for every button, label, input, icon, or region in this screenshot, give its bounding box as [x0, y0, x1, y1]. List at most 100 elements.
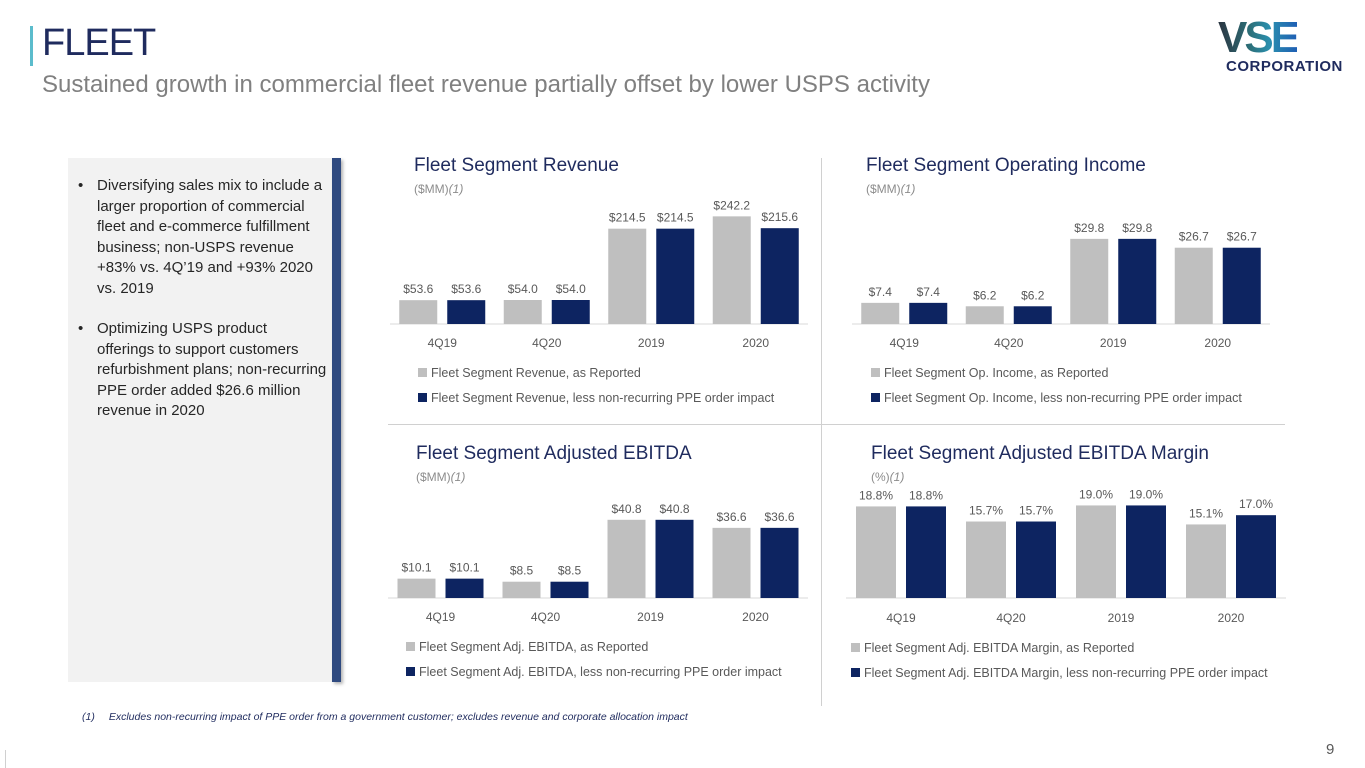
data-label: $7.4	[917, 285, 941, 299]
data-label: $214.5	[657, 211, 694, 225]
legend-swatch-adjusted	[406, 667, 415, 676]
data-label: $53.6	[451, 282, 481, 296]
category-label: 2019	[638, 336, 665, 350]
bar-adjusted	[445, 578, 484, 598]
highlights-list: • Diversifying sales mix to include a la…	[78, 176, 328, 442]
bar-reported	[965, 306, 1004, 324]
bullet-icon: •	[78, 177, 84, 194]
bar-reported	[966, 521, 1006, 598]
bar-adjusted	[1013, 306, 1052, 324]
chart-fleet-segment-adjusted-ebitda: Fleet Segment Adjusted EBITDA ($MM)(1) $…	[388, 443, 808, 693]
data-label: $7.4	[869, 285, 893, 299]
category-label: 2020	[742, 336, 769, 350]
horizontal-divider	[388, 424, 1285, 425]
data-label: $29.8	[1122, 221, 1152, 235]
legend-item-reported: Fleet Segment Adj. EBITDA, as Reported	[406, 634, 782, 659]
legend-swatch-adjusted	[851, 668, 860, 677]
legend-swatch-adjusted	[418, 393, 427, 402]
bar-reported	[1076, 505, 1116, 598]
data-label: $36.6	[764, 510, 794, 524]
data-label: $6.2	[1021, 288, 1045, 302]
bar-adjusted	[447, 300, 486, 324]
chart-unit: ($MM)(1)	[416, 470, 466, 484]
legend-swatch-reported	[851, 643, 860, 652]
data-label: $242.2	[713, 198, 750, 212]
chart-plot: $7.4 $7.4 4Q19 $6.2 $6.2 4Q20 $29.8 $29.8 2019 $2…	[852, 221, 1270, 350]
data-label: $10.1	[449, 561, 479, 575]
data-label: $36.6	[716, 510, 746, 524]
footnote-marker: (1)	[82, 711, 95, 723]
category-label: 4Q20	[532, 336, 562, 350]
legend-item-reported: Fleet Segment Op. Income, as Reported	[871, 360, 1242, 385]
legend-item-reported: Fleet Segment Adj. EBITDA Margin, as Rep…	[851, 635, 1268, 660]
bar-reported	[399, 300, 438, 324]
data-label: $6.2	[973, 288, 997, 302]
data-label: $54.0	[556, 282, 586, 296]
vse-corporation-logo: VSE CORPORATION	[1218, 16, 1342, 76]
category-label: 2019	[1100, 336, 1127, 350]
category-label: 2019	[1108, 611, 1135, 625]
title-accent-bar	[30, 26, 33, 66]
chart-title: Fleet Segment Adjusted EBITDA	[416, 443, 692, 464]
logo-subtext: CORPORATION	[1226, 58, 1343, 75]
bar-reported	[502, 581, 541, 598]
chart-unit: (%)(1)	[871, 470, 905, 484]
chart-title: Fleet Segment Operating Income	[866, 155, 1146, 176]
highlight-item: • Diversifying sales mix to include a la…	[78, 176, 328, 299]
bar-adjusted	[656, 228, 695, 324]
legend-item-adjusted: Fleet Segment Adj. EBITDA Margin, less n…	[851, 660, 1268, 685]
data-label: $10.1	[401, 561, 431, 575]
chart-title: Fleet Segment Revenue	[414, 155, 619, 176]
legend-item-adjusted: Fleet Segment Op. Income, less non-recur…	[871, 385, 1242, 410]
legend-swatch-reported	[406, 642, 415, 651]
chart-plot: $10.1 $10.1 4Q19 $8.5 $8.5 4Q20 $40.8 $40.8 2019…	[388, 502, 808, 624]
corner-mark	[5, 750, 6, 768]
vertical-divider	[821, 158, 822, 706]
chart-legend: Fleet Segment Revenue, as Reported Fleet…	[418, 360, 774, 410]
bar-reported	[397, 578, 436, 598]
bar-reported	[503, 300, 542, 324]
data-label: 19.0%	[1079, 487, 1113, 501]
highlight-text: Diversifying sales mix to include a larg…	[97, 177, 323, 297]
category-label: 4Q19	[886, 611, 916, 625]
data-label: $54.0	[508, 282, 538, 296]
chart-plot: $53.6 $53.6 4Q19 $54.0 $54.0 4Q20 $214.5 $214.5…	[390, 198, 808, 350]
data-label: 18.8%	[859, 488, 893, 502]
legend-item-adjusted: Fleet Segment Revenue, less non-recurrin…	[418, 385, 774, 410]
bar-reported	[1186, 524, 1226, 598]
category-label: 4Q20	[994, 336, 1024, 350]
chart-plot: 18.8% 18.8% 4Q19 15.7% 15.7% 4Q20 19.0% 19.0% 20…	[846, 487, 1286, 625]
legend-swatch-adjusted	[871, 393, 880, 402]
category-label: 2019	[637, 610, 664, 624]
bar-adjusted	[551, 300, 590, 324]
data-label: $215.6	[761, 210, 798, 224]
data-label: $40.8	[611, 502, 641, 516]
category-label: 2020	[742, 610, 769, 624]
bar-adjusted	[760, 527, 799, 598]
bar-reported	[608, 228, 647, 324]
chart-legend: Fleet Segment Op. Income, as Reported Fl…	[871, 360, 1242, 410]
data-label: $214.5	[609, 211, 646, 225]
category-label: 4Q19	[890, 336, 920, 350]
bar-reported	[1174, 247, 1213, 324]
bar-reported	[712, 527, 751, 598]
bar-reported	[1070, 238, 1109, 324]
bar-adjusted	[1236, 515, 1276, 598]
bar-adjusted	[760, 228, 799, 324]
bar-reported	[607, 519, 646, 598]
chart-title: Fleet Segment Adjusted EBITDA Margin	[871, 443, 1209, 464]
highlight-text: Optimizing USPS product offerings to sup…	[97, 320, 327, 419]
data-label: 15.7%	[1019, 504, 1053, 518]
data-label: $53.6	[403, 282, 433, 296]
data-label: $29.8	[1074, 221, 1104, 235]
category-label: 2020	[1204, 336, 1231, 350]
data-label: 19.0%	[1129, 487, 1163, 501]
bar-adjusted	[1126, 505, 1166, 598]
data-label: 18.8%	[909, 488, 943, 502]
footnote: (1) Excludes non-recurring impact of PPE …	[82, 711, 702, 723]
data-label: $8.5	[558, 564, 582, 578]
bar-reported	[712, 216, 751, 324]
category-label: 2020	[1218, 611, 1245, 625]
page-subtitle: Sustained growth in commercial fleet rev…	[42, 71, 930, 98]
chart-fleet-segment-adjusted-ebitda-margin: Fleet Segment Adjusted EBITDA Margin (%)…	[846, 443, 1286, 693]
